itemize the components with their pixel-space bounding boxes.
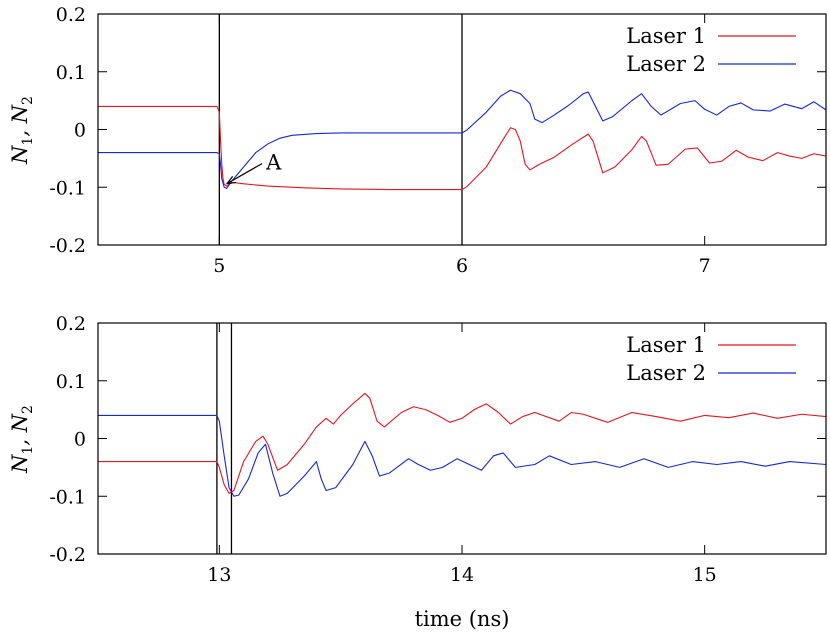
bottom-tick-marks [98,322,826,555]
bottom-y-label-sub2: 2 [20,405,36,414]
bottom-x-tick-label: 15 [693,564,717,586]
bottom-y-label-n2: , N [8,413,32,445]
bottom-y-tick-label: -0.1 [49,486,86,508]
top-plot-area [98,14,827,245]
top-y-label-n2: , N [8,104,32,136]
bottom-y-tick-label: -0.2 [49,544,86,566]
bottom-plot-area [98,323,827,554]
top-y-axis-label: N1, N2 [8,96,36,165]
top-legend-label-1: Laser 1 [626,24,706,48]
top-tick-labels: 5 6 7 -0.2 -0.1 0 0.1 0.2 A [49,4,710,277]
bottom-plot-frame [97,322,827,555]
top-x-tick-label: 5 [213,255,225,277]
top-y-label-n1: N [8,145,32,165]
bottom-series-laser-2-line [98,414,827,497]
bottom-y-label-sub1: 1 [20,446,36,455]
x-axis-label: time (ns) [415,607,510,631]
bottom-y-tick-label: 0.2 [56,313,86,335]
bottom-y-label-n1: N [8,454,32,474]
bottom-y-tick-label: 0.1 [56,371,86,393]
top-legend-label-2: Laser 2 [626,52,706,76]
top-legend: Laser 1 Laser 2 [626,24,796,76]
top-series-laser-1-line [98,105,827,191]
top-x-tick-label: 6 [456,255,468,277]
top-y-tick-label: -0.2 [49,235,86,257]
annotation-arrow-head [225,175,237,185]
bottom-series-laser-1-line [98,392,827,494]
top-x-tick-label: 7 [699,255,711,277]
top-y-tick-label: 0 [74,120,86,142]
annotation-label-a: A [265,151,282,175]
bottom-legend-label-1: Laser 1 [626,333,706,357]
bottom-legend-label-2: Laser 2 [626,361,706,385]
top-tick-marks [98,13,826,246]
top-y-label-sub1: 1 [20,137,36,146]
bottom-y-axis-label: N1, N2 [8,405,36,474]
top-y-tick-label: -0.1 [49,177,86,199]
top-y-tick-label: 0.2 [56,4,86,26]
top-y-tick-label: 0.1 [56,62,86,84]
bottom-y-tick-label: 0 [74,429,86,451]
bottom-x-tick-label: 13 [207,564,231,586]
annotation-arrow-line [226,162,263,185]
top-plot-frame [97,13,827,246]
top-y-label-sub2: 2 [20,96,36,105]
bottom-panel: 13 14 15 -0.2 -0.1 0 0.1 0.2 Laser 1 Laser 2 N1,… [8,313,827,631]
bottom-x-tick-label: 14 [450,564,474,586]
top-series-laser-2-line [98,89,827,189]
bottom-legend: Laser 1 Laser 2 [626,333,796,385]
bottom-tick-labels: 13 14 15 -0.2 -0.1 0 0.1 0.2 [49,313,716,586]
top-panel: 5 6 7 -0.2 -0.1 0 0.1 0.2 A Laser 1 Laser 2 N1, N… [8,4,827,277]
